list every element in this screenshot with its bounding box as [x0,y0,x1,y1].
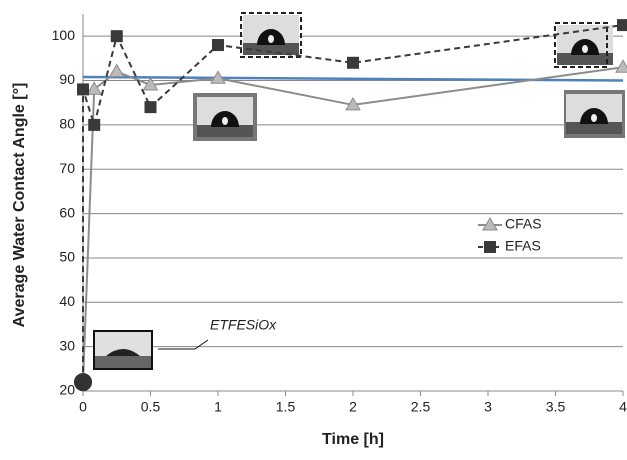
x-tick-label: 4 [619,399,627,415]
x-tick-label: 3 [484,399,492,415]
marker [347,57,359,69]
marker [111,30,123,42]
legend-marker [484,241,496,253]
series-line [83,67,623,382]
y-tick-label: 90 [59,71,75,87]
start-marker [74,373,92,391]
x-axis-label: Time [h] [322,431,384,448]
chart: ETFESiOx Time [h] Average Water Contact … [0,0,627,455]
x-tick-label: 3.5 [546,399,566,415]
x-tick-label: 2.5 [411,399,431,415]
annotation: ETFESiOx [210,317,277,333]
marker [145,101,157,113]
y-tick-label: 80 [59,116,75,132]
x-tick-label: 2 [349,399,357,415]
marker [617,19,627,31]
marker [110,65,124,77]
legend-label: EFAS [505,238,541,254]
x-tick-label: 0 [79,399,87,415]
x-tick-label: 1.5 [276,399,296,415]
y-tick-label: 60 [59,204,75,220]
y-axis-label: Average Water Contact Angle [°] [11,83,28,328]
marker [616,60,627,72]
marker [88,119,100,131]
y-tick-label: 30 [59,337,75,353]
y-tick-label: 40 [59,293,75,309]
legend-label: CFAS [505,216,542,232]
marker [87,82,101,94]
y-tick-label: 20 [59,382,75,398]
y-tick-label: 70 [59,160,75,176]
y-tick-label: 100 [52,27,76,43]
marker [77,83,89,95]
x-tick-label: 1 [214,399,222,415]
marker [212,39,224,51]
x-tick-label: 0.5 [141,399,161,415]
y-tick-label: 50 [59,249,75,265]
